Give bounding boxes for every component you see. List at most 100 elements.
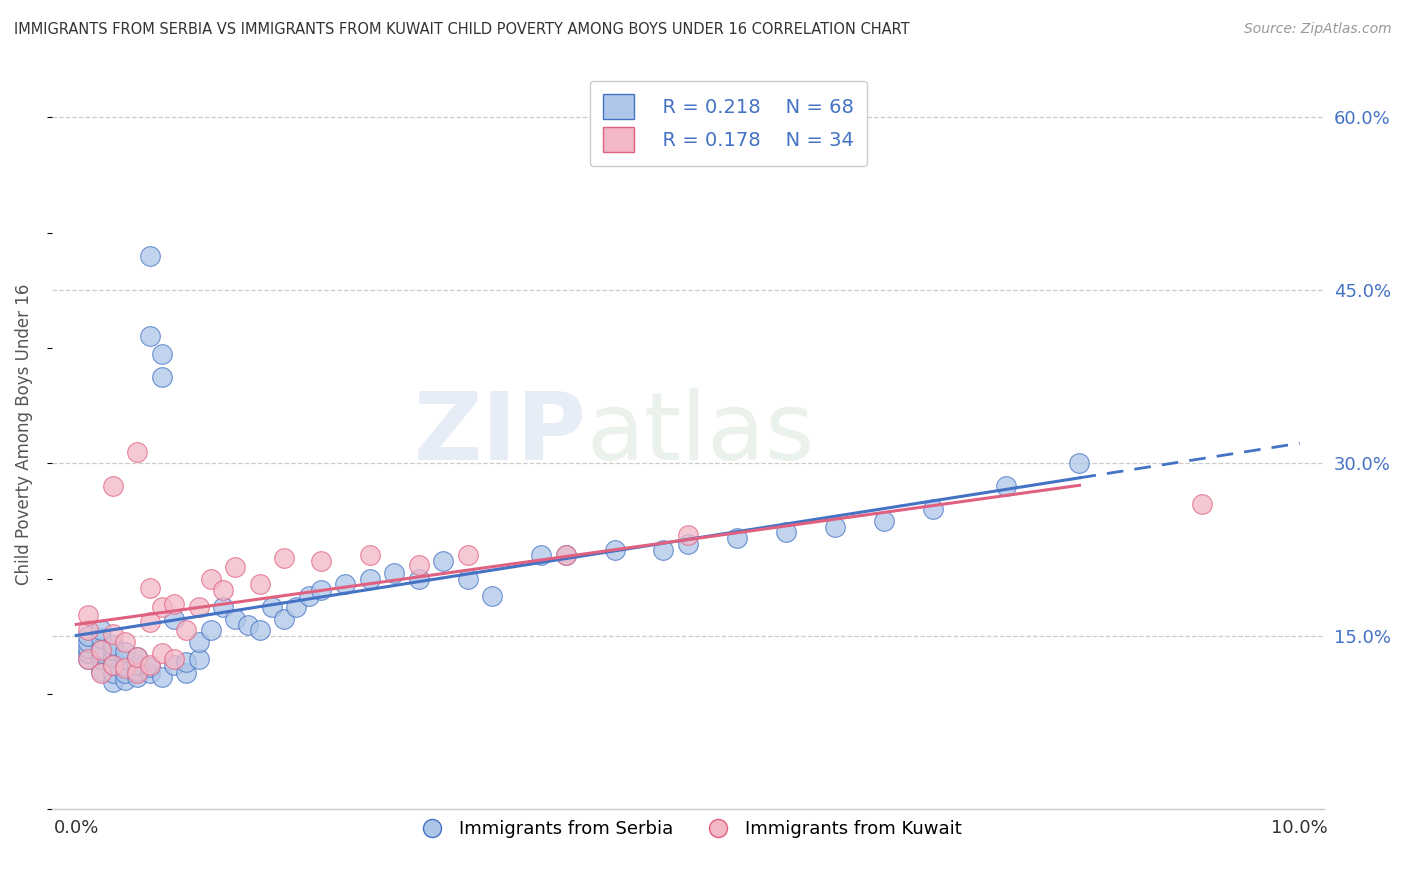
Point — [176, 666, 198, 681]
Point — [236, 617, 259, 632]
Point — [176, 655, 198, 669]
Point — [176, 624, 198, 638]
Point — [163, 658, 186, 673]
Point — [114, 635, 136, 649]
Point — [457, 549, 479, 563]
Point — [101, 627, 124, 641]
Point — [127, 664, 149, 678]
Point — [127, 669, 149, 683]
Point — [995, 479, 1018, 493]
Point — [824, 519, 846, 533]
Point — [408, 558, 430, 572]
Point — [101, 639, 124, 653]
Point — [101, 649, 124, 664]
Point — [554, 549, 576, 563]
Point — [101, 479, 124, 493]
Text: ZIP: ZIP — [413, 388, 586, 481]
Point — [224, 612, 246, 626]
Point — [163, 597, 186, 611]
Point — [408, 572, 430, 586]
Point — [90, 624, 112, 638]
Point — [200, 572, 222, 586]
Point — [114, 645, 136, 659]
Point — [114, 673, 136, 687]
Point — [775, 525, 797, 540]
Point — [676, 527, 699, 541]
Point — [200, 624, 222, 638]
Point — [725, 531, 748, 545]
Point — [138, 660, 160, 674]
Point — [127, 649, 149, 664]
Point — [77, 635, 100, 649]
Point — [273, 612, 295, 626]
Point — [138, 329, 160, 343]
Point — [90, 632, 112, 646]
Point — [138, 615, 160, 630]
Point — [77, 652, 100, 666]
Point — [1069, 456, 1091, 470]
Point — [873, 514, 896, 528]
Point — [359, 549, 381, 563]
Point — [150, 369, 173, 384]
Point — [138, 581, 160, 595]
Point — [187, 652, 209, 666]
Point — [77, 608, 100, 623]
Point — [127, 649, 149, 664]
Point — [530, 549, 553, 563]
Point — [90, 652, 112, 666]
Point — [260, 600, 283, 615]
Point — [652, 542, 675, 557]
Point — [101, 643, 124, 657]
Point — [1191, 497, 1213, 511]
Point — [90, 647, 112, 661]
Text: Source: ZipAtlas.com: Source: ZipAtlas.com — [1244, 22, 1392, 37]
Point — [921, 502, 943, 516]
Point — [273, 550, 295, 565]
Text: IMMIGRANTS FROM SERBIA VS IMMIGRANTS FROM KUWAIT CHILD POVERTY AMONG BOYS UNDER : IMMIGRANTS FROM SERBIA VS IMMIGRANTS FRO… — [14, 22, 910, 37]
Point — [163, 652, 186, 666]
Point — [249, 624, 271, 638]
Point — [298, 589, 321, 603]
Y-axis label: Child Poverty Among Boys Under 16: Child Poverty Among Boys Under 16 — [15, 284, 32, 585]
Point — [187, 600, 209, 615]
Point — [77, 624, 100, 638]
Point — [138, 658, 160, 673]
Point — [138, 666, 160, 681]
Point — [309, 582, 332, 597]
Legend: Immigrants from Serbia, Immigrants from Kuwait: Immigrants from Serbia, Immigrants from … — [406, 813, 969, 845]
Point — [101, 658, 124, 673]
Point — [114, 652, 136, 666]
Point — [150, 669, 173, 683]
Point — [138, 249, 160, 263]
Point — [101, 666, 124, 681]
Point — [101, 658, 124, 673]
Point — [90, 640, 112, 655]
Point — [114, 659, 136, 673]
Point — [335, 577, 357, 591]
Point — [77, 640, 100, 655]
Point — [114, 666, 136, 681]
Point — [150, 600, 173, 615]
Point — [127, 444, 149, 458]
Point — [101, 675, 124, 690]
Point — [150, 346, 173, 360]
Point — [90, 643, 112, 657]
Point — [249, 577, 271, 591]
Point — [285, 600, 308, 615]
Point — [554, 549, 576, 563]
Point — [77, 647, 100, 661]
Point — [309, 554, 332, 568]
Point — [359, 572, 381, 586]
Point — [212, 600, 235, 615]
Point — [187, 635, 209, 649]
Point — [114, 661, 136, 675]
Point — [77, 652, 100, 666]
Point — [127, 666, 149, 681]
Point — [676, 537, 699, 551]
Point — [432, 554, 454, 568]
Point — [150, 647, 173, 661]
Point — [90, 666, 112, 681]
Point — [127, 658, 149, 673]
Point — [382, 566, 405, 580]
Point — [481, 589, 503, 603]
